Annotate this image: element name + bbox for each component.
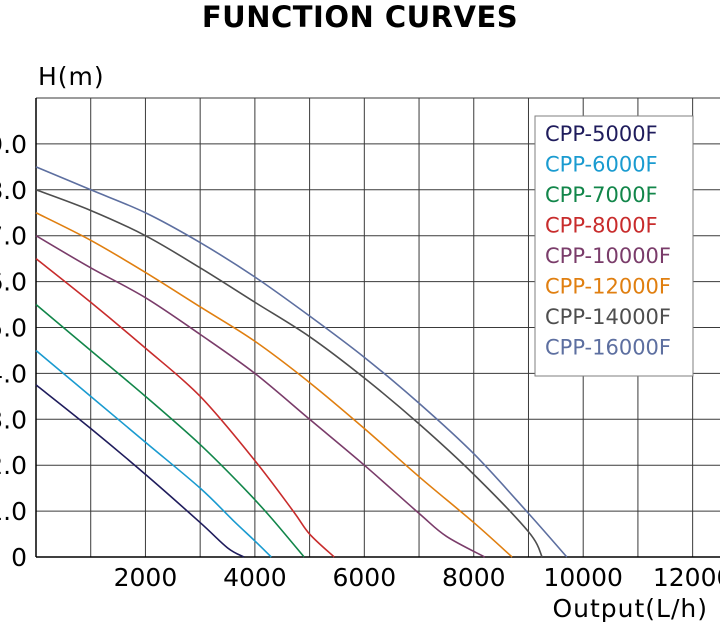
x-tick-label: 2000 (114, 563, 178, 592)
chart-title: FUNCTION CURVES (201, 0, 519, 34)
series-line-cpp-6000f (35, 349, 272, 558)
x-tick-label: 8000 (442, 563, 506, 592)
x-tick-label: 6000 (333, 563, 397, 592)
legend-item-cpp-14000f: CPP-14000F (545, 305, 671, 329)
legend-item-cpp-8000f: CPP-8000F (545, 214, 658, 238)
legend-item-cpp-6000f: CPP-6000F (545, 153, 658, 177)
chart-legend: CPP-5000F CPP-6000F CPP-7000F CPP-8000F CPP-… (534, 115, 694, 377)
x-tick-label: 12000 (653, 563, 720, 592)
legend-item-cpp-10000f: CPP-10000F (545, 244, 671, 268)
legend-item-cpp-7000f: CPP-7000F (545, 183, 658, 207)
y-tick-label: 7.0 (0, 222, 27, 251)
x-axis-label: Output(L/h) (552, 594, 708, 623)
x-tick-label: 10000 (543, 563, 623, 592)
chart-ticks: 0 1.0 2.0 3.0 4.0 5.0 6.0 7.0 8.0 9.0 2000 4000 6000… (0, 130, 720, 592)
series-line-cpp-12000f (35, 212, 513, 558)
legend-item-cpp-5000f: CPP-5000F (545, 122, 658, 146)
y-tick-label: 9.0 (0, 130, 27, 159)
y-tick-label: 0 (11, 543, 27, 572)
legend-box (534, 115, 694, 377)
legend-item-cpp-12000f: CPP-12000F (545, 275, 671, 299)
y-tick-label: 8.0 (0, 176, 27, 205)
series-line-cpp-10000f (35, 235, 486, 558)
y-tick-label: 4.0 (0, 359, 27, 388)
legend-item-cpp-16000f: CPP-16000F (545, 336, 671, 360)
y-tick-label: 5.0 (0, 314, 27, 343)
series-line-cpp-14000f (35, 189, 543, 558)
y-tick-label: 6.0 (0, 268, 27, 297)
y-axis-label: H(m) (38, 62, 105, 91)
series-line-cpp-7000f (35, 303, 305, 558)
series-line-cpp-8000f (35, 258, 335, 558)
x-tick-label: 4000 (223, 563, 287, 592)
y-tick-label: 1.0 (0, 497, 27, 526)
y-tick-label: 2.0 (0, 451, 27, 480)
series-line-cpp-16000f (35, 166, 568, 558)
y-tick-label: 3.0 (0, 405, 27, 434)
series-line-cpp-5000f (35, 384, 245, 558)
chart-series-group (35, 166, 568, 558)
